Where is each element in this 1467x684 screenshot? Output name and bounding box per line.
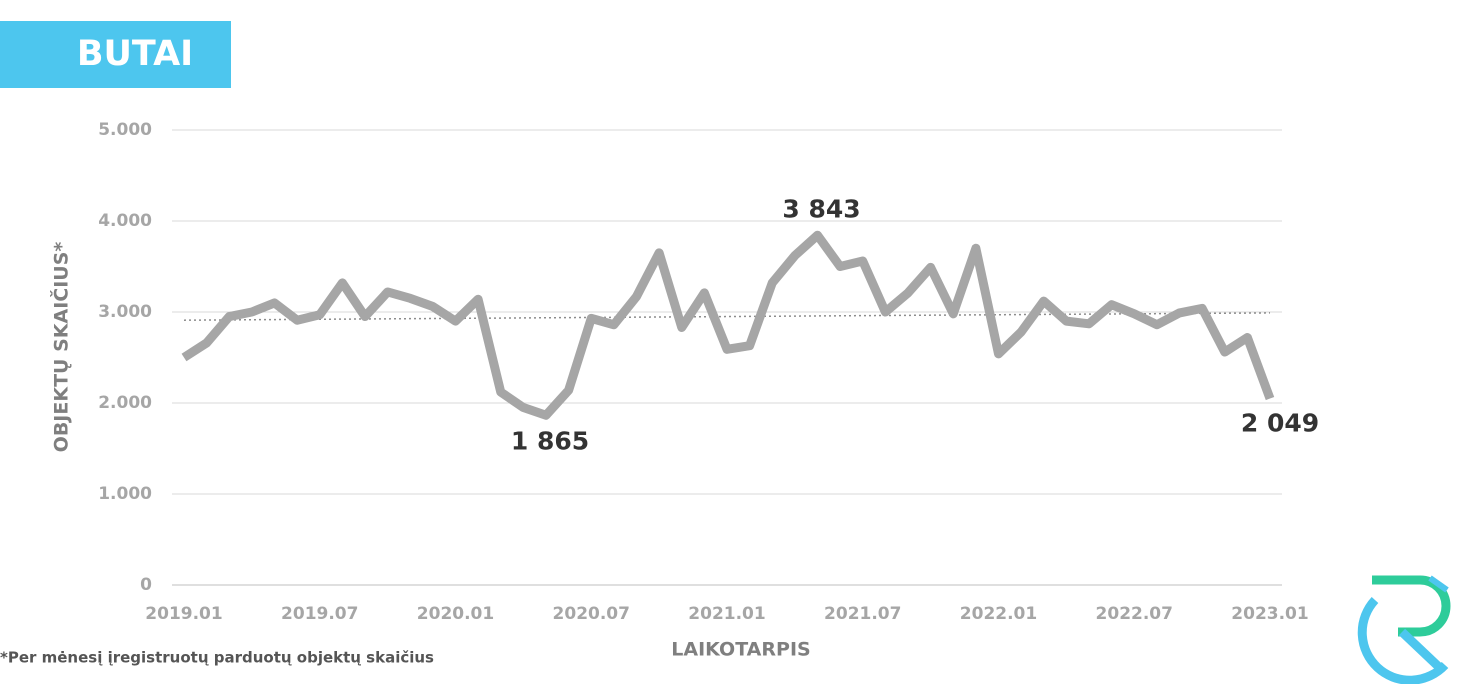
x-tick-label: 2021.01 (688, 604, 765, 624)
badge-bg (0, 21, 231, 88)
x-tick-label: 2020.07 (553, 604, 630, 624)
y-tick-label: 5.000 (98, 120, 152, 140)
y-axis-label: OBJEKTŲ SKAIČIUS* (49, 242, 73, 453)
y-tick-label: 0 (140, 575, 152, 595)
x-tick-label: 2021.07 (824, 604, 901, 624)
y-tick-label: 2.000 (98, 393, 152, 413)
y-tick-label: 1.000 (98, 484, 152, 504)
x-tick-label: 2022.01 (960, 604, 1037, 624)
x-tick-label: 2020.01 (417, 604, 494, 624)
y-tick-label: 3.000 (98, 302, 152, 322)
data-label: 3 843 (782, 194, 860, 223)
logo (1357, 575, 1451, 684)
data-label: 1 865 (511, 426, 589, 455)
y-tick-label: 4.000 (98, 211, 152, 231)
data-label: 2 049 (1241, 409, 1319, 438)
x-tick-label: 2022.07 (1096, 604, 1173, 624)
badge: BUTAI (77, 34, 193, 74)
x-tick-label: 2023.01 (1231, 604, 1308, 624)
footnote: *Per mėnesį įregistruotų parduotų objekt… (0, 649, 434, 667)
data-line (181, 230, 1275, 420)
x-axis-label: LAIKOTARPIS (671, 639, 810, 661)
x-tick-label: 2019.01 (145, 604, 222, 624)
x-tick-label: 2019.07 (281, 604, 358, 624)
